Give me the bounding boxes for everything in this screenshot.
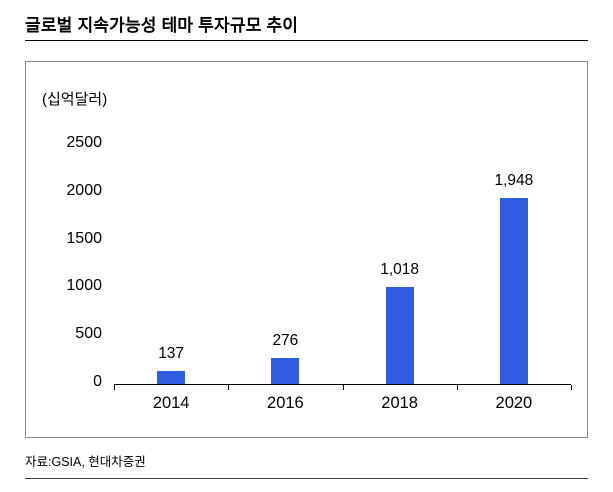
chart-title: 글로벌 지속가능성 테마 투자규모 추이 bbox=[25, 16, 299, 35]
x-axis-tick bbox=[571, 385, 572, 390]
bar-value-label: 1,018 bbox=[380, 260, 420, 278]
x-tick-label: 2016 bbox=[267, 394, 304, 412]
bar bbox=[271, 357, 300, 384]
bar-value-label: 137 bbox=[158, 344, 185, 362]
x-axis-line bbox=[114, 384, 571, 385]
y-tick-label: 2000 bbox=[66, 181, 102, 199]
y-tick-label: 500 bbox=[75, 325, 102, 343]
y-tick-label: 0 bbox=[93, 373, 102, 390]
source-note: 자료:GSIA, 현대차증권 bbox=[25, 455, 146, 469]
x-tick-label: 2018 bbox=[381, 394, 418, 412]
y-tick-label: 1000 bbox=[66, 277, 102, 295]
x-tick-label: 2020 bbox=[495, 394, 533, 412]
bar-value-label: 276 bbox=[272, 331, 299, 349]
bar bbox=[499, 197, 528, 384]
bar bbox=[385, 286, 414, 384]
x-axis-tick bbox=[114, 385, 115, 390]
x-axis-tick bbox=[456, 385, 458, 390]
chart-container: (십억달러) 0 500 1000 1500 2000 2500 137 2014 276 201… bbox=[25, 61, 588, 438]
y-tick-label: 2500 bbox=[66, 134, 102, 151]
y-axis-unit-label: (십억달러) bbox=[42, 91, 108, 108]
title-divider bbox=[25, 40, 588, 41]
y-tick-label: 1500 bbox=[66, 229, 102, 247]
bar bbox=[157, 370, 186, 384]
x-axis-tick bbox=[228, 385, 230, 390]
x-axis-tick bbox=[342, 385, 344, 390]
bottom-divider bbox=[25, 478, 588, 479]
x-tick-label: 2014 bbox=[152, 394, 190, 412]
bar-value-label: 1,948 bbox=[494, 171, 534, 189]
